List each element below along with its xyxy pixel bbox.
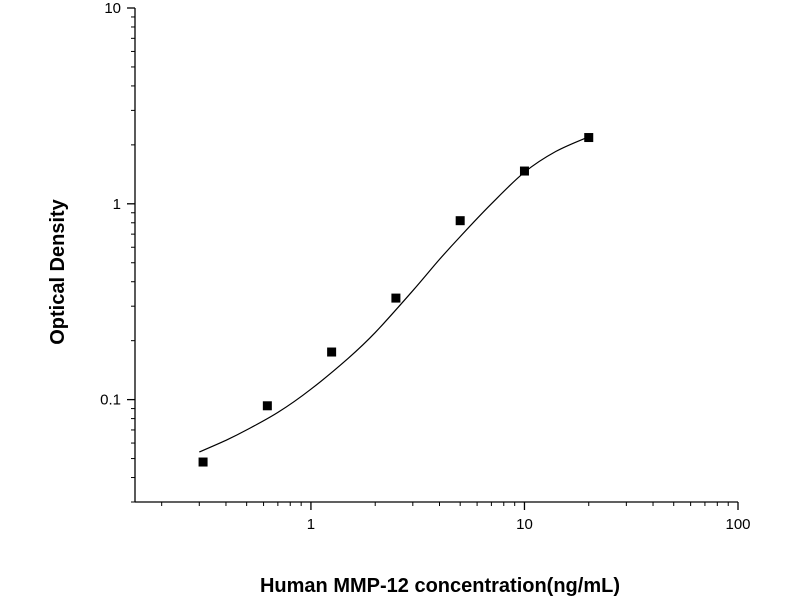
x-tick-label: 100 bbox=[725, 516, 750, 533]
data-point bbox=[455, 216, 465, 226]
y-tick-label: 1 bbox=[113, 196, 121, 213]
y-axis-title: Optical Density bbox=[47, 198, 69, 344]
data-point bbox=[584, 133, 594, 143]
data-point bbox=[391, 293, 401, 303]
x-tick-label: 1 bbox=[307, 516, 315, 533]
y-axis-ticks: 0.1 1 10 bbox=[100, 0, 135, 503]
data-point bbox=[262, 401, 272, 411]
data-point bbox=[198, 457, 208, 467]
data-point bbox=[327, 347, 337, 357]
y-tick-label: 10 bbox=[104, 0, 121, 17]
y-tick-label: 0.1 bbox=[100, 392, 121, 409]
x-tick-label: 10 bbox=[516, 516, 533, 533]
data-point bbox=[519, 166, 529, 176]
data-points bbox=[198, 133, 594, 467]
x-axis-ticks: 1 10 100 bbox=[161, 502, 751, 533]
x-axis-title: Human MMP-12 concentration(ng/mL) bbox=[260, 575, 620, 597]
plot-area bbox=[134, 8, 738, 503]
